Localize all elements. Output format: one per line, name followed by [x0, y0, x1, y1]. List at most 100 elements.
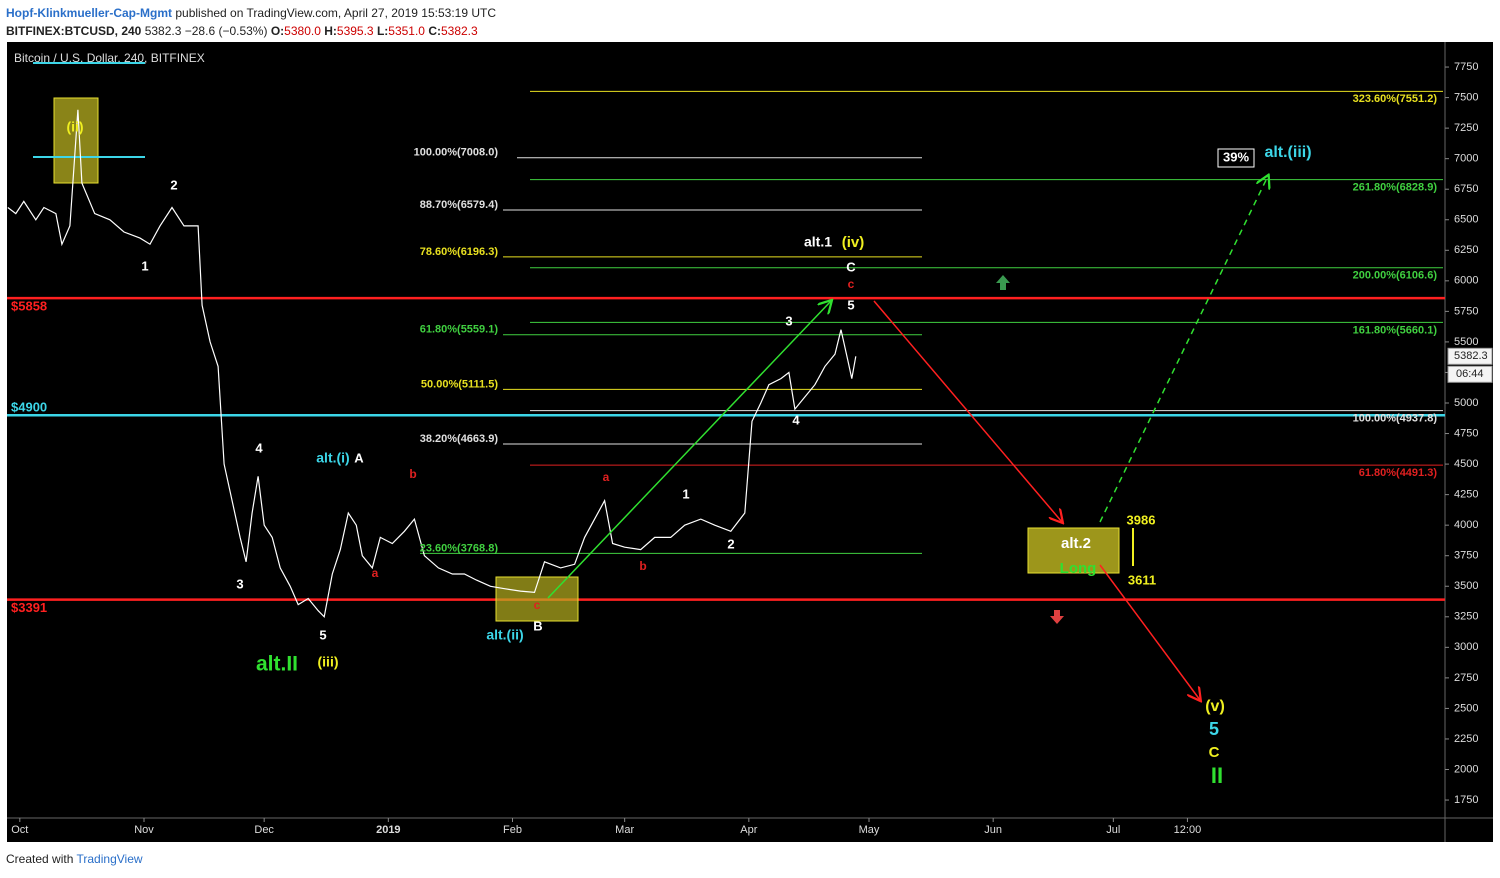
y-tick-label: 2000: [1454, 763, 1478, 775]
o-label: O:: [270, 24, 285, 38]
wave-label: II: [1211, 763, 1223, 788]
fib-label: 200.00%(6106.6): [1353, 270, 1438, 282]
wave-label: C: [846, 259, 856, 274]
x-tick-label: Oct: [11, 824, 28, 836]
l: 5351.0: [388, 24, 425, 38]
y-tick-label: 5500: [1454, 336, 1478, 348]
badge-box: [1217, 148, 1255, 168]
arrow: [1099, 564, 1200, 700]
wave-label: alt.(i): [316, 450, 349, 466]
arrow: [873, 300, 1062, 522]
o: 5380.0: [284, 24, 321, 38]
x-tick-label: Dec: [254, 824, 274, 836]
last: 5382.3: [144, 24, 182, 38]
arrow: [547, 301, 831, 599]
x-tick-label: Mar: [615, 824, 634, 836]
wave-label: a: [372, 566, 379, 580]
fib-label: 23.60%(3768.8): [420, 542, 499, 554]
wave-label: 3986: [1127, 512, 1156, 527]
x-tick-label: May: [859, 824, 880, 836]
y-tick-label: 3250: [1454, 611, 1478, 623]
fib-label: 38.20%(4663.9): [420, 433, 499, 445]
wave-label: 3611: [1128, 572, 1156, 587]
wave-label: c: [848, 277, 855, 291]
y-tick-label: 4750: [1454, 427, 1478, 439]
wave-label: 39%: [1223, 149, 1249, 164]
x-tick-label: 2019: [376, 824, 400, 836]
wave-label: Long: [1060, 560, 1097, 577]
arrows: [547, 176, 1268, 700]
wave-label: alt.II: [256, 653, 298, 676]
x-tick-label: Nov: [134, 824, 154, 836]
wave-label: 5: [1209, 719, 1219, 739]
footer-brand[interactable]: TradingView: [76, 852, 143, 866]
wave-label: 5: [847, 297, 854, 312]
y-tick-label: 4500: [1454, 458, 1478, 470]
y-tick-label: 6000: [1454, 275, 1478, 287]
wave-label: 1: [141, 258, 148, 273]
down-arrow: [1050, 610, 1064, 624]
wave-label: 3: [236, 576, 243, 591]
x-tick-label: Jul: [1106, 824, 1120, 836]
level-label: $5858: [11, 299, 47, 314]
footer-created: Created with: [6, 852, 74, 866]
h-label: H:: [324, 24, 337, 38]
x-tick-label: 12:00: [1174, 824, 1202, 836]
h: 5395.3: [336, 24, 374, 38]
y-tick-label: 7500: [1454, 91, 1478, 103]
y-tick-label: 5750: [1454, 305, 1478, 317]
level-label: $4900: [11, 400, 47, 415]
countdown-box: [1447, 365, 1493, 383]
y-tick-label: 2250: [1454, 733, 1478, 745]
y-tick-label: 3500: [1454, 580, 1478, 592]
y-tick-label: 6250: [1454, 244, 1478, 256]
wave-label: 4: [792, 412, 800, 427]
wave-label: (iv): [842, 234, 865, 251]
countdown: 06:44: [1456, 368, 1484, 380]
fib-label: 61.80%(5559.1): [420, 324, 499, 336]
fib-label: 323.60%(7551.2): [1353, 93, 1438, 105]
y-tick-label: 7750: [1454, 61, 1478, 73]
fib-label: 88.70%(6579.4): [420, 199, 499, 211]
chart-title: Bitcoin / U.S. Dollar, 240, BITFINEX: [14, 51, 205, 65]
y-tick-label: 7000: [1454, 153, 1478, 165]
wave-label: c: [534, 598, 541, 612]
wave-label: alt.(iii): [1264, 144, 1311, 161]
wave-label: 2: [170, 177, 177, 192]
last-price-label: 5382.3: [1454, 350, 1488, 362]
last-price-box: [1447, 347, 1493, 365]
change: −28.6 (−0.53%): [184, 24, 268, 38]
wave-label: alt.(ii): [486, 627, 523, 643]
wave-label: 1: [682, 486, 689, 501]
published: published on TradingView.com, April 27, …: [175, 6, 496, 20]
wave-label: 3: [785, 313, 792, 328]
wave-label: alt.2: [1061, 535, 1091, 552]
wave-label: a: [603, 470, 610, 484]
price-line: [7, 109, 857, 619]
y-tick-label: 4000: [1454, 519, 1478, 531]
header: Hopf-Klinkmueller-Cap-Mgmt published on …: [6, 4, 496, 40]
c: 5382.3: [440, 24, 478, 38]
y-tick-label: 7250: [1454, 122, 1478, 134]
fib-label: 100.00%(4937.8): [1353, 413, 1438, 425]
x-tick-label: Jun: [984, 824, 1002, 836]
x-tick-label: Feb: [503, 824, 522, 836]
l-label: L:: [376, 24, 389, 38]
up-arrow: [996, 275, 1010, 290]
header-line1: Hopf-Klinkmueller-Cap-Mgmt published on …: [6, 4, 496, 22]
wave-label: b: [409, 467, 416, 481]
wave-label: A: [354, 450, 364, 465]
y-tick-label: 3000: [1454, 641, 1478, 653]
fib-label: 161.80%(5660.1): [1353, 324, 1438, 336]
fib-label: 261.80%(6828.9): [1353, 181, 1438, 193]
arrow: [1099, 176, 1268, 523]
y-tick-label: 6500: [1454, 214, 1478, 226]
fib-label: 61.80%(4491.3): [1359, 467, 1438, 479]
y-tick-label: 5000: [1454, 397, 1478, 409]
symbol: BITFINEX:BTCUSD, 240: [6, 24, 142, 38]
author[interactable]: Hopf-Klinkmueller-Cap-Mgmt: [6, 6, 172, 20]
wave-label: (v): [1205, 698, 1225, 715]
y-tick-label: 2750: [1454, 672, 1478, 684]
